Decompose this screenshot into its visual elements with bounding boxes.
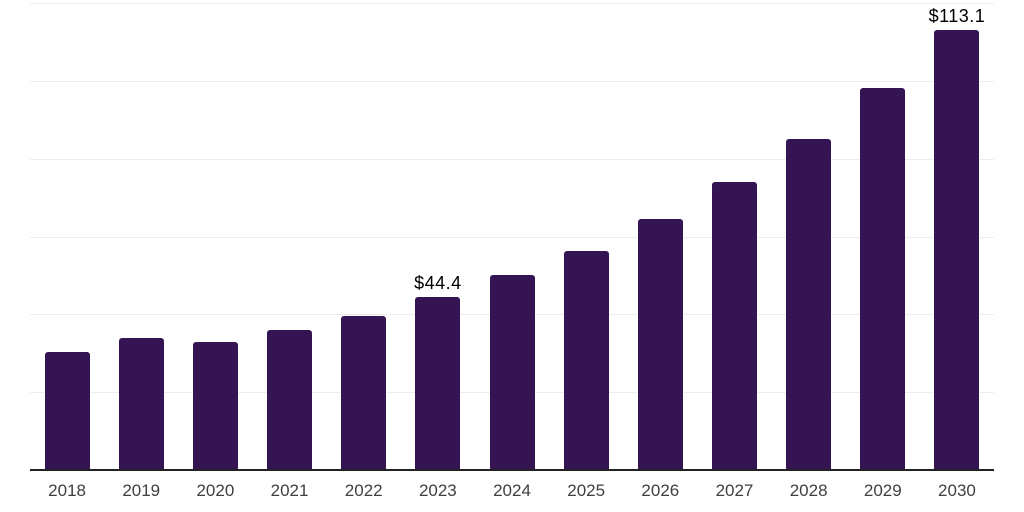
bar-2026 xyxy=(637,219,683,470)
x-tick-label-2029: 2029 xyxy=(863,481,902,500)
bar-2024 xyxy=(489,275,535,470)
bar-slot-2020 xyxy=(178,3,252,470)
x-tick-label-2026: 2026 xyxy=(641,481,680,500)
bar-value-label-2023: $44.4 xyxy=(414,273,462,294)
gridline-60 xyxy=(30,236,994,238)
bar-slot-2024 xyxy=(475,3,549,470)
bar-slot-2026 xyxy=(623,3,697,470)
bar-2018 xyxy=(44,351,90,470)
bar-2022 xyxy=(341,315,387,470)
x-tick-label-2019: 2019 xyxy=(122,481,161,500)
bar-2019 xyxy=(118,337,164,470)
bar-slot-2028 xyxy=(772,3,846,470)
x-tick-label-2027: 2027 xyxy=(715,481,754,500)
x-tick-label-2018: 2018 xyxy=(48,481,86,500)
gridline-120 xyxy=(30,3,994,4)
bar-slot-2027 xyxy=(697,3,771,470)
bar-value-label-2030: $113.1 xyxy=(928,5,986,26)
x-axis-tick-labels: 2018 2019 2020 2021 2022 2023 2024 2025 2026 2027… xyxy=(30,481,994,501)
gridline-80 xyxy=(30,158,994,160)
bar-2030: $113.1 xyxy=(929,7,985,470)
bar-slot-2021 xyxy=(252,3,326,470)
bar-2029 xyxy=(860,88,906,470)
x-tick-label-2024: 2024 xyxy=(493,481,531,500)
bar-slot-2023: $44.4 xyxy=(401,3,475,470)
bar-slot-2018 xyxy=(30,3,104,470)
x-tick-label-2022: 2022 xyxy=(344,481,383,500)
bar-slot-2025 xyxy=(549,3,623,470)
x-tick-label-2023: 2023 xyxy=(418,481,457,500)
x-tick-label-2028: 2028 xyxy=(789,481,828,500)
bar-2027 xyxy=(711,182,757,470)
bar-2023: $44.4 xyxy=(414,274,461,470)
x-tick-label-2025: 2025 xyxy=(567,481,606,500)
x-tick-label-2021: 2021 xyxy=(270,481,309,500)
plot-area: $44.4 $113.1 xyxy=(30,3,994,470)
bar-slot-2030: $113.1 xyxy=(920,3,994,470)
bar-2025 xyxy=(563,250,609,470)
gridline-100 xyxy=(30,80,994,82)
x-axis-line xyxy=(30,469,994,471)
x-tick-label-2020: 2020 xyxy=(196,481,235,500)
x-tick-label-2030: 2030 xyxy=(938,481,976,500)
bar-slot-2029 xyxy=(846,3,920,470)
bar-slot-2019 xyxy=(104,3,178,470)
bars-row: $44.4 $113.1 xyxy=(30,3,994,470)
bar-2021 xyxy=(267,330,313,470)
bar-2020 xyxy=(192,341,238,470)
bar-slot-2022 xyxy=(327,3,401,470)
bar-2028 xyxy=(786,138,832,470)
